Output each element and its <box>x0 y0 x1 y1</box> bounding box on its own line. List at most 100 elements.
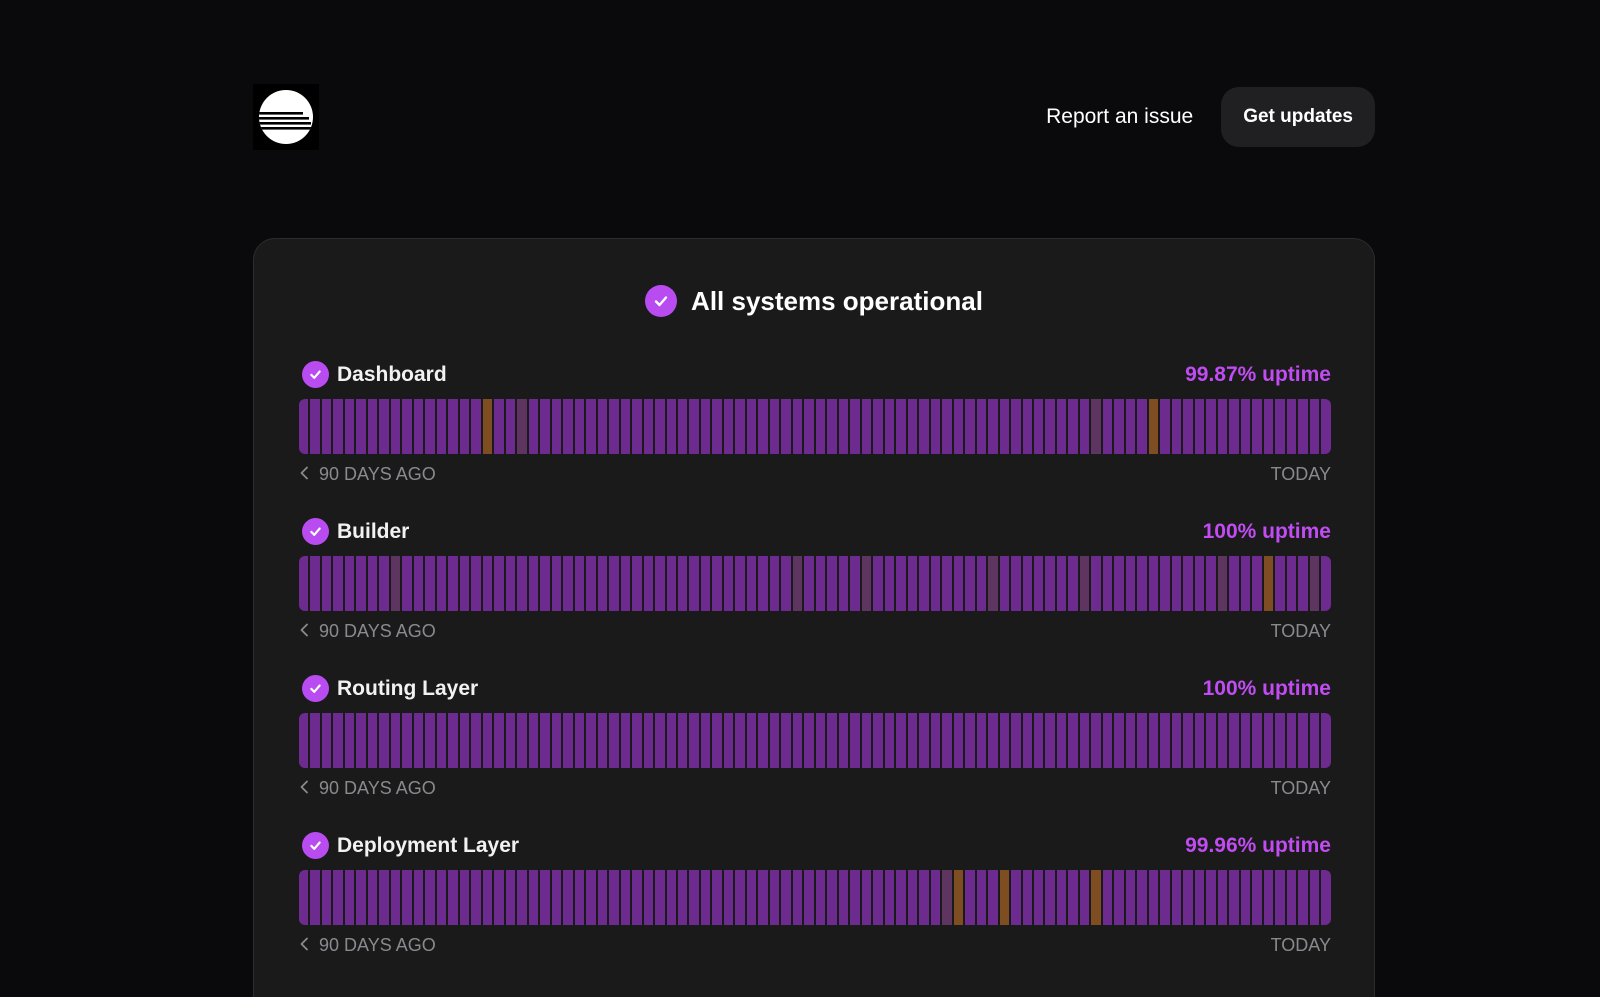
uptime-day-bar-operational[interactable] <box>758 870 768 925</box>
uptime-day-bar-operational[interactable] <box>953 399 964 454</box>
uptime-day-bar-operational[interactable] <box>804 556 814 611</box>
uptime-day-bar-operational[interactable] <box>643 713 654 768</box>
uptime-day-bar-operational[interactable] <box>861 399 872 454</box>
uptime-day-bar-operational[interactable] <box>1194 399 1205 454</box>
uptime-day-bar-operational[interactable] <box>333 713 343 768</box>
uptime-day-bar-degraded[interactable] <box>1091 399 1101 454</box>
uptime-day-bar-degraded[interactable] <box>861 556 872 611</box>
uptime-day-bar-operational[interactable] <box>1056 556 1067 611</box>
uptime-day-bar-operational[interactable] <box>976 556 987 611</box>
uptime-day-bar-operational[interactable] <box>1022 713 1032 768</box>
uptime-day-bar-operational[interactable] <box>746 713 757 768</box>
uptime-day-bar-operational[interactable] <box>609 556 619 611</box>
uptime-day-bar-operational[interactable] <box>402 713 412 768</box>
uptime-day-bar-operational[interactable] <box>1045 556 1055 611</box>
uptime-day-bar-operational[interactable] <box>528 713 539 768</box>
uptime-day-bar-operational[interactable] <box>1240 870 1251 925</box>
uptime-day-bar-operational[interactable] <box>321 556 332 611</box>
uptime-day-bar-operational[interactable] <box>333 870 343 925</box>
uptime-day-bar-operational[interactable] <box>310 556 320 611</box>
uptime-day-bar-operational[interactable] <box>689 870 699 925</box>
uptime-day-bar-operational[interactable] <box>333 556 343 611</box>
uptime-day-bar-operational[interactable] <box>1309 870 1320 925</box>
uptime-day-bar-operational[interactable] <box>953 713 964 768</box>
uptime-day-bar-operational[interactable] <box>1137 399 1147 454</box>
uptime-day-bar-operational[interactable] <box>712 399 722 454</box>
uptime-day-bar-operational[interactable] <box>402 399 412 454</box>
uptime-day-bar-operational[interactable] <box>1079 713 1090 768</box>
uptime-day-bar-operational[interactable] <box>861 713 872 768</box>
uptime-day-bar-operational[interactable] <box>1045 713 1055 768</box>
uptime-day-bar-operational[interactable] <box>700 713 711 768</box>
uptime-day-bar-operational[interactable] <box>597 399 608 454</box>
uptime-day-bar-operational[interactable] <box>655 870 665 925</box>
uptime-day-bar-operational[interactable] <box>769 870 780 925</box>
uptime-day-bar-operational[interactable] <box>505 556 516 611</box>
uptime-day-bar-operational[interactable] <box>1217 713 1228 768</box>
uptime-day-bar-operational[interactable] <box>1286 399 1297 454</box>
uptime-day-bar-operational[interactable] <box>632 713 642 768</box>
uptime-day-bar-operational[interactable] <box>1114 713 1124 768</box>
uptime-day-bar-operational[interactable] <box>448 556 458 611</box>
uptime-day-bar-operational[interactable] <box>448 870 458 925</box>
uptime-day-bar-operational[interactable] <box>505 870 516 925</box>
uptime-day-bar-operational[interactable] <box>1286 870 1297 925</box>
uptime-day-bar-operational[interactable] <box>850 399 860 454</box>
uptime-day-bar-operational[interactable] <box>1229 713 1239 768</box>
uptime-day-bar-operational[interactable] <box>528 870 539 925</box>
uptime-day-bar-operational[interactable] <box>1068 556 1078 611</box>
uptime-day-bar-operational[interactable] <box>1263 399 1274 454</box>
uptime-day-bar-operational[interactable] <box>643 556 654 611</box>
uptime-day-bar-operational[interactable] <box>1022 870 1032 925</box>
uptime-day-bar-operational[interactable] <box>746 870 757 925</box>
uptime-day-bar-operational[interactable] <box>310 713 320 768</box>
uptime-day-bar-operational[interactable] <box>1114 399 1124 454</box>
uptime-day-bar-operational[interactable] <box>700 556 711 611</box>
uptime-day-bar-operational[interactable] <box>666 556 676 611</box>
uptime-day-bar-operational[interactable] <box>379 556 389 611</box>
uptime-day-bar-operational[interactable] <box>390 399 401 454</box>
uptime-day-bar-operational[interactable] <box>344 870 355 925</box>
uptime-day-bar-operational[interactable] <box>528 556 539 611</box>
uptime-day-bar-operational[interactable] <box>1022 556 1032 611</box>
uptime-day-bar-operational[interactable] <box>586 870 596 925</box>
uptime-day-bar-operational[interactable] <box>723 713 734 768</box>
uptime-day-bar-operational[interactable] <box>1298 713 1308 768</box>
uptime-day-bar-operational[interactable] <box>459 399 470 454</box>
uptime-day-bar-operational[interactable] <box>976 713 987 768</box>
uptime-day-bar-operational[interactable] <box>1160 870 1170 925</box>
get-updates-button[interactable]: Get updates <box>1221 87 1375 147</box>
uptime-day-bar-operational[interactable] <box>1321 556 1331 611</box>
uptime-day-bar-operational[interactable] <box>746 399 757 454</box>
uptime-day-bar-operational[interactable] <box>1114 870 1124 925</box>
uptime-day-bar-degraded[interactable] <box>1217 556 1228 611</box>
uptime-day-bar-operational[interactable] <box>1091 556 1101 611</box>
uptime-day-bar-operational[interactable] <box>1102 713 1113 768</box>
uptime-day-bar-operational[interactable] <box>1240 556 1251 611</box>
uptime-day-bar-operational[interactable] <box>551 556 562 611</box>
uptime-day-bar-operational[interactable] <box>574 870 585 925</box>
uptime-day-bar-operational[interactable] <box>804 870 814 925</box>
uptime-day-bar-operational[interactable] <box>448 399 458 454</box>
uptime-day-bar-operational[interactable] <box>574 399 585 454</box>
uptime-day-bar-degraded[interactable] <box>1309 556 1320 611</box>
uptime-day-bar-operational[interactable] <box>632 870 642 925</box>
uptime-day-bar-operational[interactable] <box>735 713 745 768</box>
uptime-day-bar-operational[interactable] <box>1011 870 1021 925</box>
uptime-day-bar-operational[interactable] <box>781 556 791 611</box>
uptime-day-bar-operational[interactable] <box>1034 713 1044 768</box>
uptime-day-bar-operational[interactable] <box>804 399 814 454</box>
uptime-day-bar-operational[interactable] <box>310 870 320 925</box>
uptime-day-bar-operational[interactable] <box>712 556 722 611</box>
uptime-day-bar-operational[interactable] <box>850 556 860 611</box>
uptime-day-bar-operational[interactable] <box>551 870 562 925</box>
uptime-day-bar-operational[interactable] <box>1045 399 1055 454</box>
uptime-day-bar-operational[interactable] <box>723 399 734 454</box>
uptime-day-bar-operational[interactable] <box>677 870 688 925</box>
uptime-day-bar-operational[interactable] <box>620 556 631 611</box>
uptime-day-bar-operational[interactable] <box>1275 713 1285 768</box>
uptime-day-bar-operational[interactable] <box>861 870 872 925</box>
uptime-day-bar-operational[interactable] <box>471 399 481 454</box>
uptime-day-bar-operational[interactable] <box>942 556 952 611</box>
uptime-day-bar-operational[interactable] <box>356 713 366 768</box>
